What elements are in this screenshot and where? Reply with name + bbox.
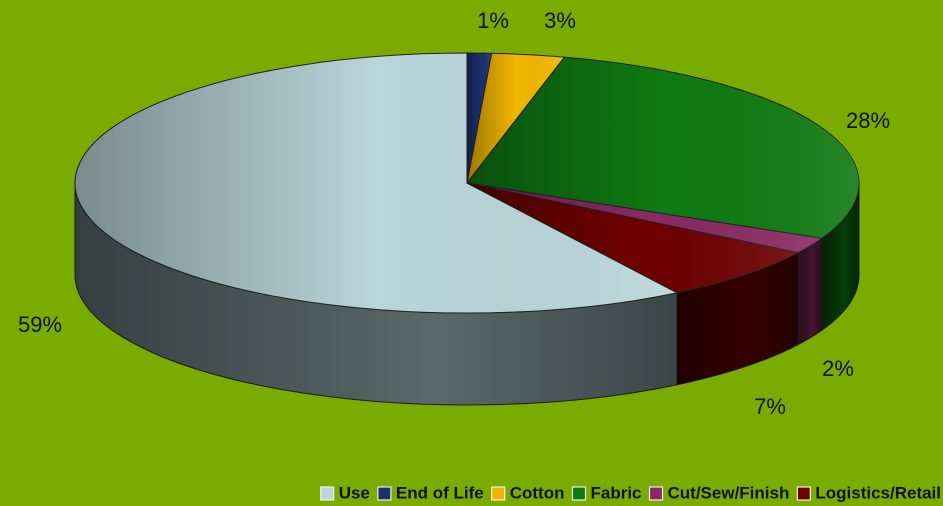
legend-label: Logistics/Retail [815,483,941,502]
slice-shade [467,183,798,293]
pie-sides [74,182,860,406]
slice-shade [75,53,678,313]
legend-item: End of Life [377,483,484,502]
legend-swatch [491,486,506,501]
data-label: 1% [477,8,509,33]
legend-item: Cotton [491,483,565,502]
slice-shade [467,57,859,239]
slice-shade [467,53,565,183]
data-labels: 59% 1% 3% 28% 2% 7% [18,8,890,419]
legend-swatch [796,486,811,501]
data-label: 59% [18,312,62,337]
legend-item: Logistics/Retail [796,483,941,502]
slice-shade [467,183,822,253]
legend-swatch [571,486,587,501]
legend-item: Use [320,483,370,502]
data-label: 3% [544,8,576,33]
data-label: 7% [754,394,786,419]
pie-tops [74,52,860,314]
side-shade [677,252,798,385]
legend-label: Cut/Sew/Finish [668,483,790,502]
legend-swatch [648,486,664,501]
side-shade [821,183,859,331]
legend-swatch [320,486,335,501]
legend-item: Cut/Sew/Finish [648,483,790,502]
legend-label: Fabric [590,483,641,502]
legend-label: Use [339,483,370,502]
legend-label: Cotton [510,483,565,502]
data-label: 2% [822,356,854,381]
legend: Use End of Life Cotton Fabric Cut/Sew/Finish… [320,483,941,502]
side-shade [75,183,678,405]
legend-swatch [377,486,392,501]
data-label: 28% [846,108,890,133]
legend-label: End of Life [396,483,484,502]
legend-item: Fabric [571,483,642,502]
side-shade [797,238,822,345]
